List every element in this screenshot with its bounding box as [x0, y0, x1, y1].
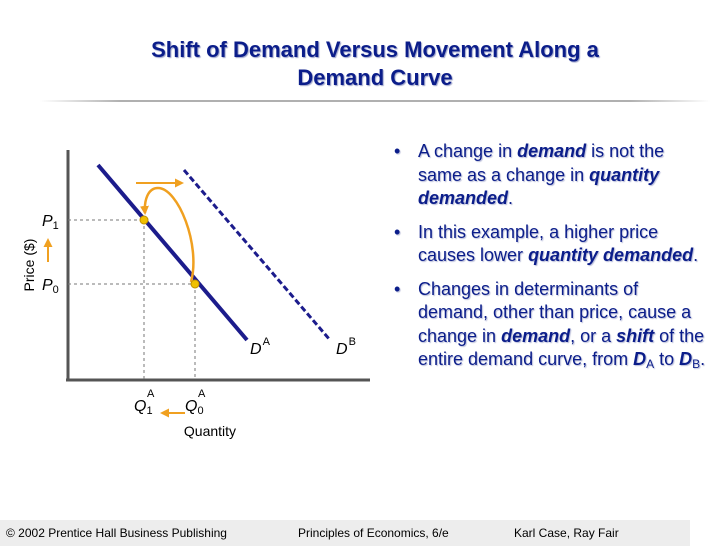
title-line-1: Shift of Demand Versus Movement Along a — [151, 37, 599, 62]
demand-curve-b — [182, 169, 332, 341]
bullet-emphasis: D — [633, 349, 647, 369]
bullet-item: • A change in demand is not the same as … — [392, 140, 712, 211]
bullet-marker: • — [394, 221, 401, 242]
demand-b-label: DB — [336, 336, 356, 358]
bullet-text: Changes in determinants of demand, other… — [418, 278, 692, 346]
bullet-emphasis: demand — [501, 325, 571, 346]
point-p0-q0 — [190, 279, 200, 289]
p1-label: P1 — [42, 213, 59, 232]
bullet-text: . — [700, 349, 706, 369]
footer-bar: © 2002 Prentice Hall Business Publishing… — [0, 520, 690, 546]
bullet-text: of the entire demand curve, from — [418, 325, 705, 370]
bullet-text: to — [654, 349, 680, 369]
bullet-text: . — [693, 245, 699, 265]
title-line-2: Demand Curve — [297, 65, 453, 90]
bullet-text: is not the same as a change in — [418, 141, 665, 185]
point-p1-q1 — [139, 215, 149, 225]
bullet-emphasis: quantity demanded — [418, 164, 660, 209]
bullet-subscript: A — [646, 357, 655, 371]
demand-a-label: DA — [250, 336, 271, 358]
demand-curve-a — [96, 163, 249, 342]
q1-label: Q1 — [134, 398, 153, 417]
bullet-list: • A change in demand is not the same as … — [392, 140, 712, 387]
movement-arrow — [139, 186, 195, 283]
bullet-text: A change in — [418, 141, 518, 161]
slide-title: Shift of Demand Versus Movement Along a … — [40, 36, 710, 92]
bullet-subscript: B — [692, 357, 701, 371]
bullet-text: , or a — [570, 325, 617, 346]
y-axis-label: Price ($) — [21, 239, 37, 292]
footer-copyright: © 2002 Prentice Hall Business Publishing — [6, 526, 227, 540]
bullet-marker: • — [394, 278, 401, 299]
bullet-emphasis: quantity demanded — [528, 245, 694, 265]
bullet-item: • In this example, a higher price causes… — [392, 221, 712, 268]
x-axis-label: Quantity — [184, 423, 236, 439]
q0-label: Q0 — [185, 398, 204, 417]
q0-superscript: A — [198, 388, 206, 400]
bullet-emphasis: demand — [517, 141, 587, 161]
bullet-item: • Changes in determinants of demand, oth… — [392, 278, 712, 377]
footer-authors: Karl Case, Ray Fair — [514, 526, 619, 540]
footer-book-title: Principles of Economics, 6/e — [298, 526, 449, 540]
bullet-marker: • — [394, 141, 401, 161]
bullet-emphasis: shift — [616, 325, 655, 346]
bullet-text: . — [508, 188, 514, 208]
title-divider — [40, 100, 710, 102]
p0-label: P0 — [42, 277, 59, 296]
q1-superscript: A — [147, 388, 155, 400]
bullet-text: In this example, a higher price causes l… — [418, 221, 659, 266]
bullet-emphasis: D — [679, 349, 693, 369]
